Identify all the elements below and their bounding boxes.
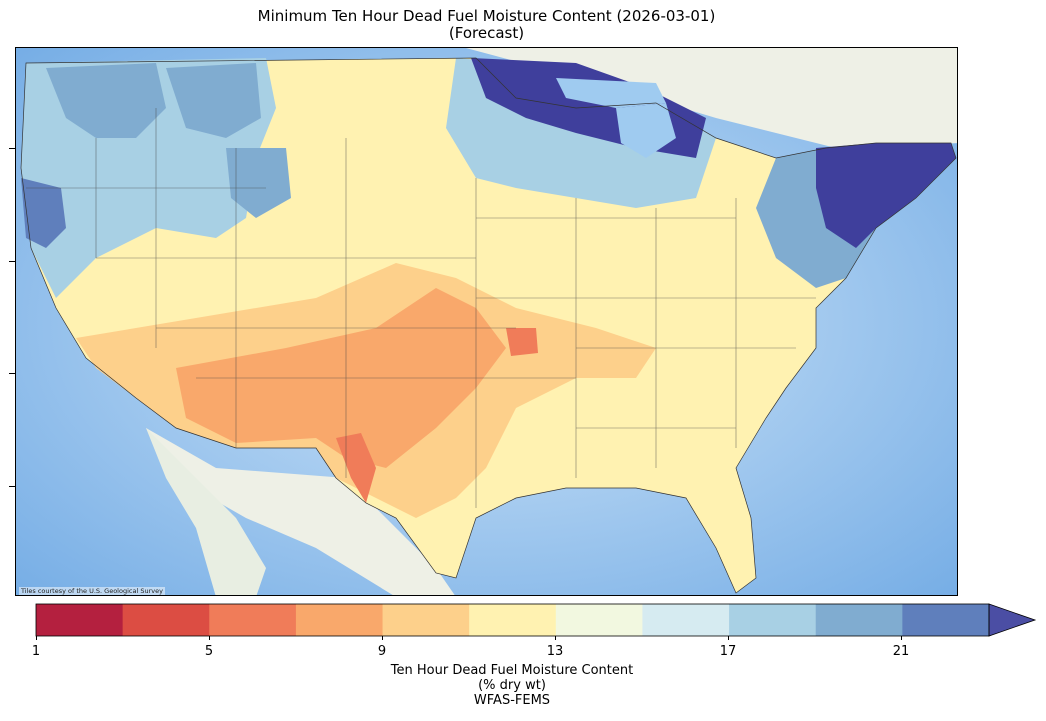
colorbar-bin xyxy=(469,604,557,636)
colorbar-source: WFAS-FEMS xyxy=(473,693,551,708)
baja-land xyxy=(146,428,266,595)
colorbar-outline xyxy=(35,603,990,637)
colorbar-bin xyxy=(382,604,470,636)
colorbar-label: 9 xyxy=(377,644,387,659)
coast-range-zone xyxy=(21,178,66,248)
washington-zone xyxy=(46,63,166,138)
map-canvas xyxy=(16,48,957,595)
colorbar-label: 21 xyxy=(892,644,910,659)
colorbar-title: Ten Hour Dead Fuel Moisture Content (% d… xyxy=(0,663,1024,708)
colorbar-bin xyxy=(642,604,730,636)
colorbar-bin xyxy=(729,604,817,636)
colorbar-bin xyxy=(36,604,124,636)
colorbar-label: 13 xyxy=(546,644,564,659)
colorbar-tick xyxy=(382,636,383,640)
colorbar-bin xyxy=(902,604,990,636)
subtitle-line: (Forecast) xyxy=(448,24,525,42)
northeast-zone xyxy=(816,143,956,248)
y-tick xyxy=(9,373,15,374)
colorbar-bin xyxy=(815,604,903,636)
us-outline xyxy=(20,57,957,594)
canada-land xyxy=(16,48,957,148)
colorbar-tick xyxy=(901,636,902,640)
colorbar-bin xyxy=(122,604,210,636)
map-panel[interactable] xyxy=(15,47,958,596)
y-tick xyxy=(9,261,15,262)
colorbar-bin xyxy=(555,604,643,636)
colorbar-bin xyxy=(295,604,384,636)
y-tick xyxy=(9,148,15,149)
idaho-zone xyxy=(166,63,261,138)
colorbar-extend-arrow xyxy=(988,603,1037,637)
lake-superior xyxy=(556,78,666,108)
colorbar-label: 17 xyxy=(719,644,737,659)
colorbar-tick xyxy=(728,636,729,640)
map-title: Minimum Ten Hour Dead Fuel Moisture Cont… xyxy=(0,8,973,42)
mexico-land xyxy=(146,428,455,595)
colorbar-title-line: Ten Hour Dead Fuel Moisture Content xyxy=(390,663,634,678)
colorbar-label: 5 xyxy=(204,644,214,659)
state-borders xyxy=(26,108,816,508)
colorbar-units: (% dry wt) xyxy=(478,678,546,693)
colorbar-label: 1 xyxy=(31,644,41,659)
colorbar-svg xyxy=(35,603,1037,637)
colorbar-tick xyxy=(209,636,210,640)
colorbar-bin xyxy=(209,604,297,636)
colorbar-tick xyxy=(555,636,556,640)
title-line: Minimum Ten Hour Dead Fuel Moisture Cont… xyxy=(257,7,716,25)
colorbar xyxy=(35,603,1037,637)
lake-michigan xyxy=(616,103,676,158)
y-tick xyxy=(9,486,15,487)
basemap-credit: Tiles courtesy of the U.S. Geological Su… xyxy=(19,587,165,595)
colorbar-tick xyxy=(36,636,37,640)
arkansas-zone xyxy=(506,328,538,356)
wyoming-zone xyxy=(226,148,291,218)
